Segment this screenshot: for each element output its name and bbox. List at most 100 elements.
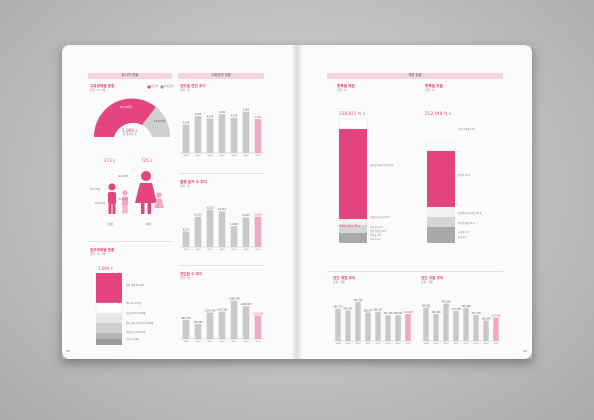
male-count: 373 s <box>104 158 115 163</box>
chart-expense-trend-title: 연간 지출 추이 <box>421 276 444 280</box>
bar <box>463 308 469 341</box>
x-tick-label: 2014 <box>243 341 249 343</box>
x-tick-label: 2014 <box>483 343 489 345</box>
expense-note-1: 사업 운영비 14.2 <box>458 128 476 131</box>
bar <box>218 114 226 153</box>
bar <box>385 315 391 341</box>
expense-stacked-bar <box>426 142 456 243</box>
x-tick-label: 2009 <box>433 343 439 345</box>
expense-title: 항목별 지출 <box>425 84 443 88</box>
gauge-regular-segment <box>93 98 156 137</box>
x-tick-label: 2010 <box>195 341 201 343</box>
bar <box>206 209 214 247</box>
bar-value-label: 776,590 <box>193 321 203 324</box>
occupation-label-2: 관리 10,175명 <box>126 302 142 305</box>
employment-gauge <box>93 98 171 137</box>
female-large-head-icon <box>141 171 151 181</box>
occupation-segment-3 <box>96 313 122 323</box>
occupation-segment-4 <box>96 323 122 333</box>
bar <box>483 320 489 341</box>
bar-value-label: 355,723 <box>353 299 363 302</box>
occupation-label-4: 복지·행정·사무직 12,395명 <box>126 322 154 325</box>
bar <box>242 111 250 153</box>
x-tick-label: 2015 <box>405 343 411 345</box>
x-tick-label: 2013 <box>231 249 237 251</box>
bar <box>218 211 226 247</box>
x-tick-label: 2012 <box>219 155 225 157</box>
section-band-staff <box>88 73 172 79</box>
bar-value-label: 340,326 <box>441 301 451 304</box>
revenue-unit: 단위 : % <box>337 89 347 92</box>
x-tick-label: 2012 <box>463 343 469 345</box>
x-tick-label: 2014 <box>395 343 401 345</box>
revenue-title: 항목별 재원 <box>337 84 355 88</box>
bar-value-label: 301,262 <box>461 305 471 308</box>
bar <box>423 307 429 341</box>
expense-big-label: 인건비 70.4 <box>458 174 471 177</box>
page-number-left: 98 <box>66 349 70 353</box>
x-tick-label: 2012 <box>375 343 381 345</box>
revenue-note-4: 수익금 4.9 <box>370 234 381 237</box>
chart-persons-unit: 단위 : 명 <box>180 277 190 280</box>
bar-value-label: 236,021 <box>393 312 403 315</box>
legend-regular-label: 정규직 <box>151 84 159 88</box>
x-tick-label: 2008 <box>335 343 341 345</box>
female-small-head-icon <box>156 192 162 198</box>
bar <box>405 314 411 341</box>
section-title-staff: 종사자 현황 <box>121 73 139 77</box>
chart-revenue-trend-unit: 단위 : 억원 <box>333 281 346 284</box>
bar <box>206 312 214 339</box>
revenue-segment-top <box>338 118 368 130</box>
x-tick-label: 2009 <box>183 341 189 343</box>
bar <box>355 302 361 341</box>
employment-legend <box>147 85 164 89</box>
male-label: 남성 <box>108 223 113 226</box>
bar-value-label: 1,226,456 <box>252 312 264 315</box>
expense-unit: 단위 : % <box>425 89 435 92</box>
female-large-body-icon <box>135 183 157 203</box>
revenue-note-5: 기타 11.1 <box>370 238 381 241</box>
page-number-right: 99 <box>523 349 527 353</box>
expense-note-3: 관리운영비 10.0 <box>458 222 475 225</box>
revenue-segment-main <box>339 129 367 219</box>
bar-value-label: 304,381 <box>421 304 431 307</box>
legend-dot-nonregular <box>160 85 164 89</box>
bar-value-label: 266,187 <box>373 309 383 312</box>
bar <box>254 216 262 247</box>
chart-expense-trend: 304,381 2008 246,769 2009 340,326 2010 273,478… <box>421 301 501 345</box>
bar <box>254 315 262 339</box>
bar-value-label: 212,448 <box>491 315 501 318</box>
bar-value-label: 3,670 <box>183 122 190 125</box>
revenue-mid-value: 236,021 억 s <box>339 224 361 228</box>
chart-annual: 3,670 2009 4,784 2010 4,474 2011 5,041 2012 4,57… <box>180 109 264 157</box>
gauge-nonregular-segment <box>142 107 171 137</box>
chart-revenue-trend: 292,773 2008 276,321 2009 355,723 2010 260,247… <box>333 299 413 345</box>
gender-figures <box>108 171 164 214</box>
bar <box>473 315 479 341</box>
occupation-stacked-bar <box>95 273 123 345</box>
bar <box>194 324 202 339</box>
bar-value-label: 8,373 <box>183 228 190 231</box>
bar-value-label: 4,403 <box>255 116 262 119</box>
x-tick-label: 2012 <box>219 341 225 343</box>
bar-value-label: 186,344 <box>481 317 491 320</box>
bar-value-label: 292,773 <box>333 306 343 309</box>
female-label: 여성 <box>146 223 151 226</box>
bar-value-label: 276,321 <box>343 308 353 311</box>
chart-annual-unit: 단위 : 명 <box>180 89 190 92</box>
employment-unit: 단위 : %, 1명 <box>90 89 106 92</box>
section-band-operation <box>178 73 264 79</box>
revenue-segment-3 <box>339 219 367 225</box>
x-tick-label: 2011 <box>207 249 213 251</box>
revenue-total: 238,821 억 s <box>339 111 366 116</box>
occupation-label-5: 간병보조 16,347명 <box>126 331 146 334</box>
gauge-nonregular-value: 19,612명 <box>154 120 166 123</box>
x-tick-label: 2011 <box>453 343 459 345</box>
bar-value-label: 16,023 <box>242 214 250 217</box>
x-tick-label: 2013 <box>231 155 237 157</box>
x-tick-label: 2010 <box>443 343 449 345</box>
bar-value-label: 5,041 <box>219 111 226 114</box>
legend-nonregular-label: 비정규직 <box>164 84 174 88</box>
bar-value-label: 20,215 <box>206 206 214 209</box>
gender-note-2: 29,135명 <box>90 188 101 191</box>
